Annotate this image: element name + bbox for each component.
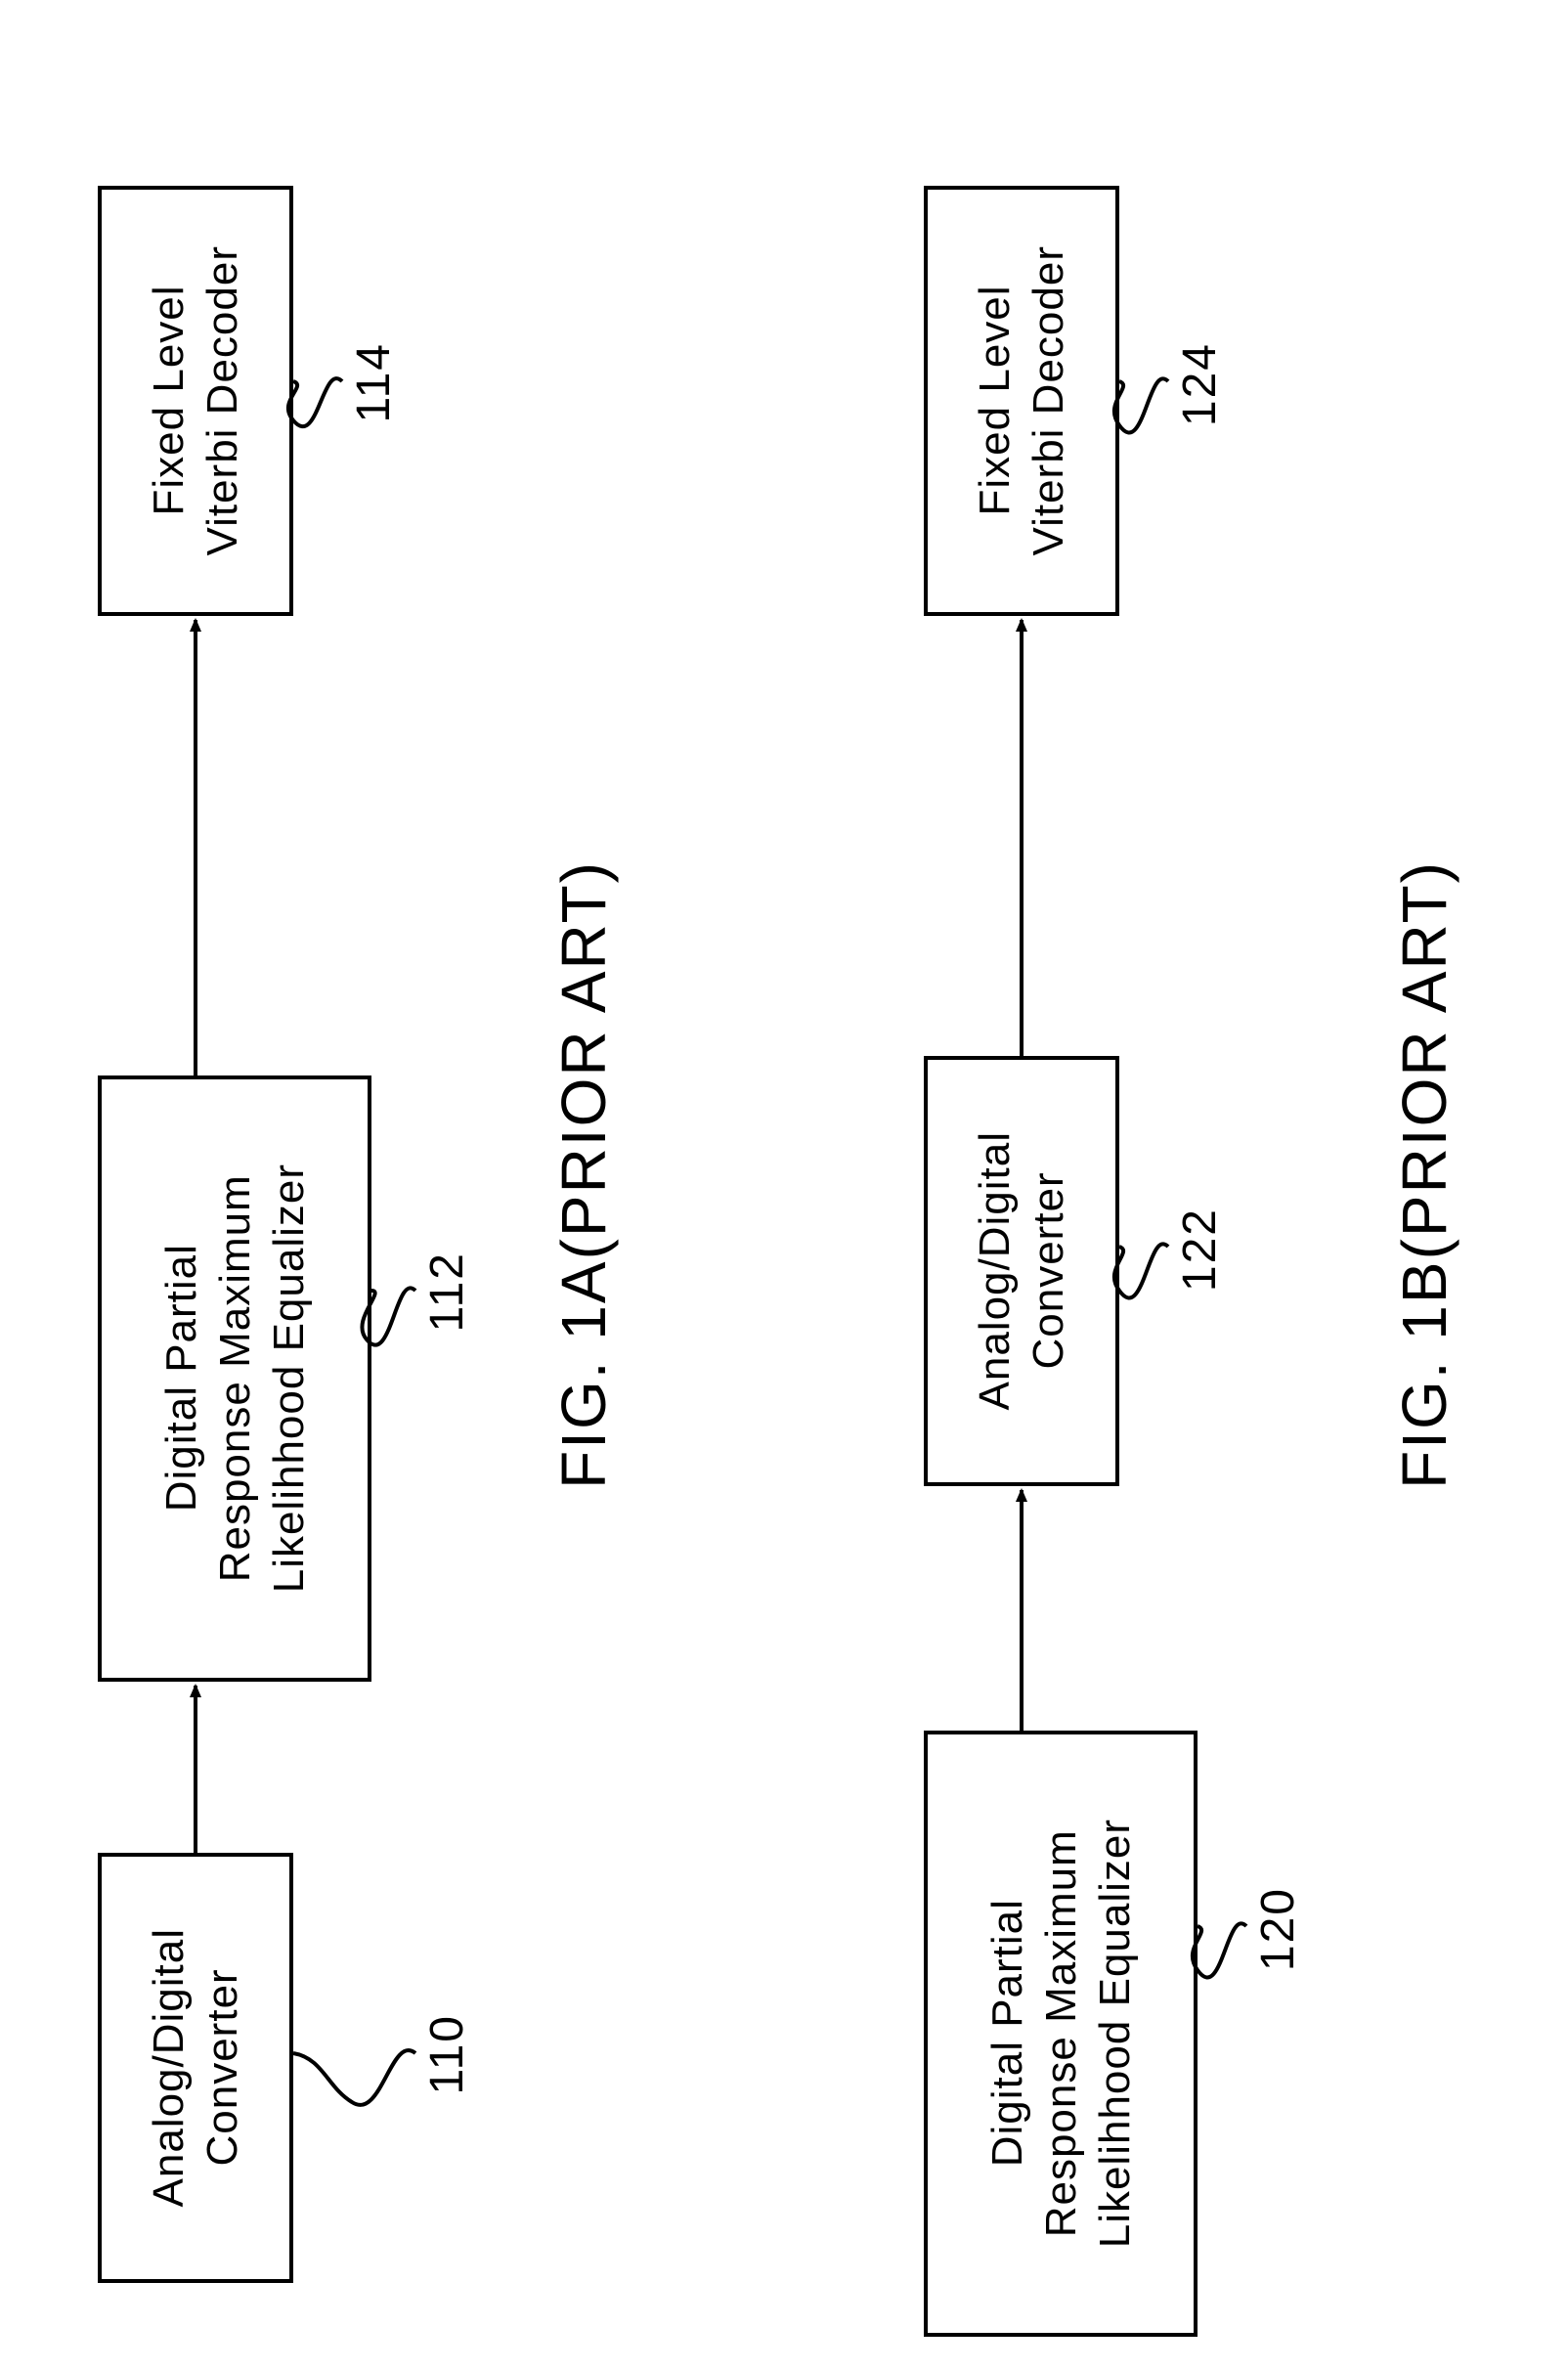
figA-ref-112: 112: [420, 1251, 474, 1333]
figA-block-equalizer-text: Digital Partial Response Maximum Likelih…: [154, 1163, 316, 1593]
figB-caption: FIG. 1B(PRIOR ART): [1388, 860, 1460, 1489]
figB-ref-124: 124: [1173, 342, 1227, 426]
figA-ref-114: 114: [347, 342, 401, 423]
figB-ref-120: 120: [1251, 1887, 1305, 1971]
figB-block-adc: Analog/Digital Converter: [924, 1056, 1119, 1486]
diagram-canvas: Analog/Digital Converter Digital Partial…: [0, 0, 1568, 2370]
figA-block-adc: Analog/Digital Converter: [98, 1853, 293, 2283]
figA-callout-110: [293, 2050, 415, 2105]
figA-block-viterbi: Fixed Level Viterbi Decoder: [98, 186, 293, 616]
figA-ref-110: 110: [420, 2014, 474, 2095]
figA-block-viterbi-text: Fixed Level Viterbi Decoder: [142, 245, 249, 555]
figB-block-viterbi: Fixed Level Viterbi Decoder: [924, 186, 1119, 616]
figA-callout-114: [288, 378, 342, 426]
figB-block-adc-text: Analog/Digital Converter: [968, 1131, 1075, 1411]
figB-callout-122: [1114, 1244, 1168, 1297]
figB-block-viterbi-text: Fixed Level Viterbi Decoder: [968, 245, 1075, 555]
figB-ref-122: 122: [1173, 1207, 1227, 1292]
figA-caption: FIG. 1A(PRIOR ART): [547, 860, 620, 1489]
figB-block-equalizer: Digital Partial Response Maximum Likelih…: [924, 1731, 1198, 2337]
figB-callout-120: [1193, 1923, 1246, 1977]
figA-block-adc-text: Analog/Digital Converter: [142, 1928, 249, 2208]
figB-callout-124: [1114, 378, 1168, 432]
figA-block-equalizer: Digital Partial Response Maximum Likelih…: [98, 1075, 371, 1682]
figB-block-equalizer-text: Digital Partial Response Maximum Likelih…: [980, 1819, 1142, 2248]
